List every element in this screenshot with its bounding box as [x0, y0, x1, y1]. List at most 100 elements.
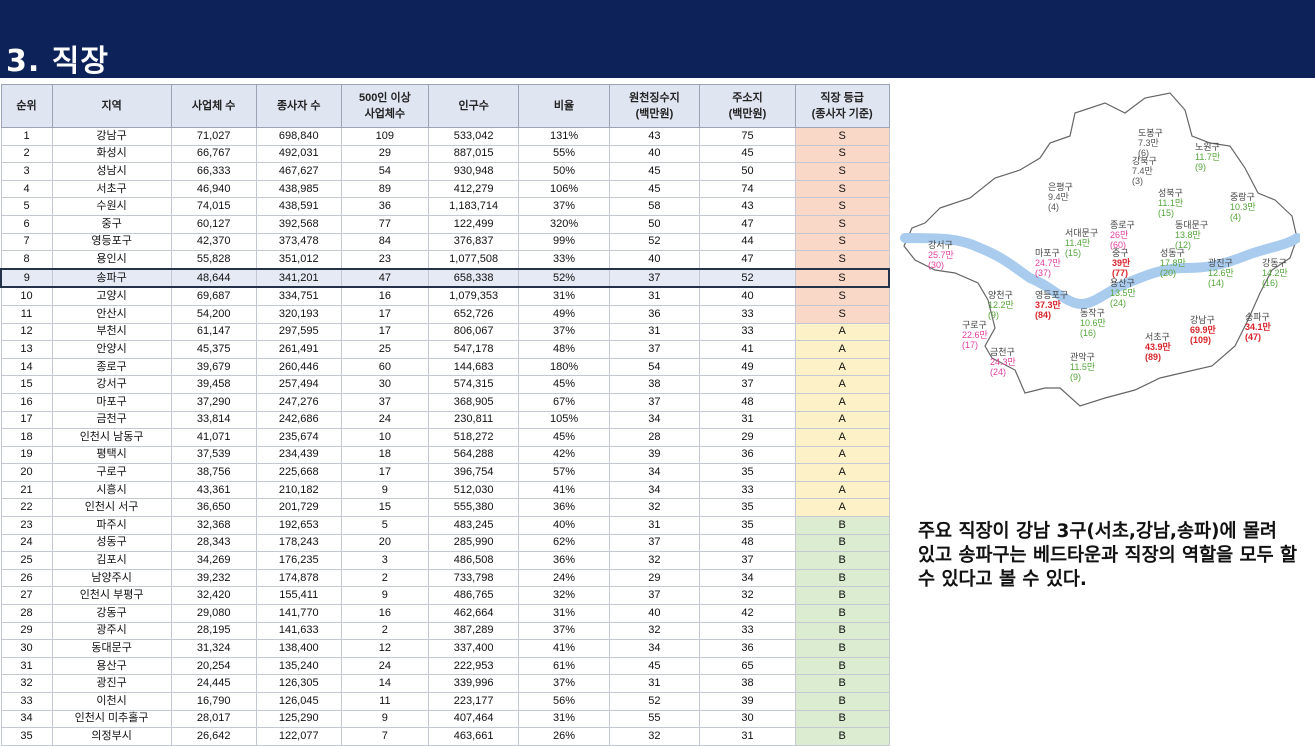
header-bar: [0, 0, 1315, 78]
table-cell: 492,031: [255, 144, 342, 164]
table-cell: S: [794, 127, 890, 146]
table-cell: 122,077: [255, 727, 342, 746]
table-cell: S: [794, 214, 890, 234]
table-cell: 31%: [518, 709, 610, 729]
district-label-count: (9): [1070, 372, 1081, 382]
table-cell: 30: [0, 639, 53, 658]
table-cell: A: [794, 463, 890, 482]
table-cell: 564,288: [427, 445, 520, 465]
district-label-name: 중구: [1112, 248, 1129, 258]
table-cell: 518,272: [427, 428, 520, 447]
table-cell: 37: [608, 392, 701, 412]
table-row: 23 파주시 32,368 192,653 5 483,245 40% 31 35 B: [0, 516, 890, 535]
table-row: 11 안산시 54,200 320,193 17 652,726 49% 36 33 S: [0, 304, 890, 324]
table-header-row: 순위 지역 사업체 수 종사자 수 500인 이상 사업체수 인구수 비율 원천징수지 (백만원)…: [0, 84, 890, 128]
table-cell: 33%: [518, 250, 610, 270]
table-cell: 7: [340, 727, 429, 746]
table-cell: 341,201: [255, 267, 342, 289]
table-cell: 20: [0, 463, 53, 482]
table-cell: 36: [699, 445, 796, 465]
table-cell: S: [794, 144, 890, 164]
district-label-value: 22.6만: [962, 330, 988, 340]
table-cell: 25: [340, 340, 429, 359]
seoul-district-map: 도봉구7.3만(6)노원구11.7만(9)강북구7.4만(3)은평구9.4만(4…: [900, 92, 1300, 407]
table-cell: 48,644: [170, 267, 257, 289]
table-cell: 37: [699, 551, 796, 570]
table-row: 31 용산구 20,254 135,240 24 222,953 61% 45 65 B: [0, 656, 890, 676]
table-cell: 512,030: [427, 480, 520, 500]
table-cell: 49%: [518, 304, 610, 324]
table-cell: 392,568: [255, 214, 342, 234]
table-cell: 887,015: [427, 144, 520, 164]
table-cell: 40: [699, 286, 796, 306]
table-cell: 438,591: [255, 197, 342, 216]
table-cell: 13: [0, 340, 53, 359]
table-cell: 33: [699, 304, 796, 324]
district-label-name: 종로구: [1110, 220, 1135, 230]
table-body: 1 강남구 71,027 698,840 109 533,042 131% 43 75 S 2 화성시…: [0, 127, 890, 746]
table-cell: 141,633: [255, 621, 342, 641]
district-label-value: 17.8만: [1160, 258, 1186, 268]
table-cell: 57%: [518, 463, 610, 482]
district-label-value: 13.5만: [1110, 288, 1136, 298]
table-cell: 652,726: [427, 304, 520, 324]
table-cell: 47: [699, 214, 796, 234]
table-cell: A: [794, 410, 890, 430]
table-cell: 698,840: [255, 127, 342, 146]
table-cell: 32: [608, 621, 701, 641]
table-cell: 806,067: [427, 322, 520, 342]
table-cell: 1,077,508: [427, 250, 520, 270]
table-cell: 1,183,714: [427, 197, 520, 216]
table-cell: 37%: [518, 674, 610, 693]
table-cell: 15: [0, 375, 53, 394]
table-cell: 19: [0, 445, 53, 465]
table-cell: 52%: [518, 267, 610, 289]
district-label-count: (47): [1245, 332, 1261, 342]
table-cell: 54: [340, 162, 429, 181]
table-cell: 부천시: [51, 322, 172, 342]
table-cell: S: [794, 197, 890, 216]
table-cell: 18: [340, 445, 429, 465]
table-cell: 35: [699, 498, 796, 518]
table-cell: 45,375: [170, 340, 257, 359]
district-label-value: 7.4만: [1132, 166, 1153, 176]
table-cell: 45: [608, 656, 701, 676]
table-cell: 9: [340, 586, 429, 606]
table-cell: 37%: [518, 197, 610, 216]
table-cell: 40%: [518, 516, 610, 535]
table-cell: 34: [608, 480, 701, 500]
table-cell: 5: [0, 197, 53, 216]
district-label-count: (20): [1160, 268, 1176, 278]
table-cell: 32: [608, 727, 701, 746]
column-header: 인구수: [427, 84, 520, 128]
table-cell: 48: [699, 533, 796, 553]
table-cell: 61%: [518, 656, 610, 676]
table-cell: 41,071: [170, 428, 257, 447]
table-cell: 50: [699, 162, 796, 181]
table-cell: 41%: [518, 480, 610, 500]
table-cell: 180%: [518, 357, 610, 377]
table-cell: 8: [0, 250, 53, 270]
table-cell: 396,754: [427, 463, 520, 482]
table-cell: 11: [0, 304, 53, 324]
table-cell: 373,478: [255, 232, 342, 252]
district-label-value: 39만: [1112, 257, 1131, 268]
table-cell: 36%: [518, 551, 610, 570]
table-cell: 28: [0, 604, 53, 623]
district-label-count: (84): [1035, 310, 1051, 320]
table-cell: 138,400: [255, 639, 342, 658]
table-cell: 467,627: [255, 162, 342, 181]
table-cell: 36: [608, 304, 701, 324]
table-cell: 32: [0, 674, 53, 693]
district-label-name: 노원구: [1195, 142, 1220, 152]
district-label-count: (9): [988, 310, 999, 320]
district-label-name: 강북구: [1132, 156, 1157, 166]
district-label-value: 24.3만: [990, 357, 1016, 367]
table-cell: 31,324: [170, 639, 257, 658]
table-cell: 26: [0, 568, 53, 588]
table-cell: 43,361: [170, 480, 257, 500]
column-header: 지역: [51, 84, 172, 128]
table-cell: 31: [699, 410, 796, 430]
table-cell: 74: [699, 179, 796, 199]
table-cell: 28: [608, 428, 701, 447]
